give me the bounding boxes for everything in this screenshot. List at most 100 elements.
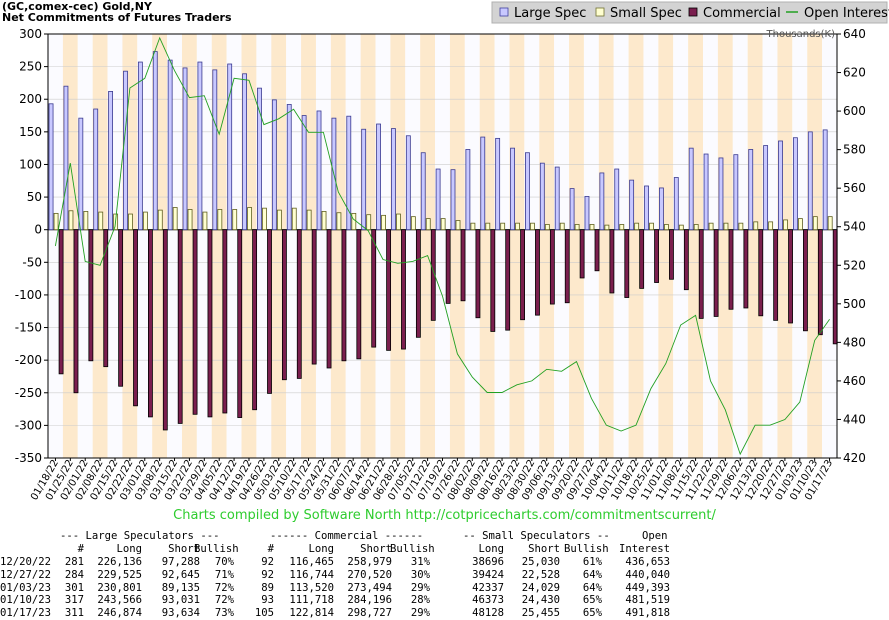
- y-left-tick-label: -250: [15, 386, 42, 400]
- bar-commercial: [564, 229, 570, 304]
- band: [777, 34, 793, 458]
- col-header-s1: Short: [168, 543, 200, 555]
- legend-swatch-large-spec: [499, 7, 509, 17]
- table-cell-b3: 61%: [582, 556, 602, 568]
- bar-commercial: [281, 229, 287, 381]
- y-right-tick-label: 640: [843, 27, 866, 41]
- col-header-b3: Bullish: [564, 543, 609, 555]
- bar-large-spec: [271, 99, 277, 231]
- band: [435, 34, 450, 458]
- units-label: Thousands(K): [766, 29, 836, 40]
- bar-small-spec: [142, 211, 148, 231]
- table-cell-date: 01/17/23: [0, 607, 52, 620]
- open-interest-series: [54, 36, 830, 456]
- bar-large-spec: [763, 145, 769, 231]
- bar-small-spec: [485, 222, 491, 231]
- bar-large-spec: [807, 131, 813, 231]
- bar-large-spec: [286, 104, 292, 231]
- table-cell-s1: 89,135: [161, 581, 200, 594]
- bar-commercial: [609, 229, 615, 294]
- bar-large-spec: [614, 168, 620, 231]
- bar-large-spec: [554, 166, 560, 231]
- bar-commercial: [788, 229, 793, 324]
- table-cell-oi: 491,818: [625, 607, 670, 620]
- bar-large-spec: [718, 157, 724, 231]
- chart-title: (GC,comex-cec) Gold,NY: [2, 0, 153, 13]
- bar-large-spec: [346, 115, 352, 231]
- bar-small-spec: [589, 224, 595, 231]
- band: [747, 34, 763, 458]
- bar-small-spec: [187, 209, 193, 231]
- bar-large-spec: [539, 162, 545, 231]
- bar-commercial: [222, 229, 228, 414]
- y-right-tick-label: 520: [843, 258, 866, 272]
- table-cell-s2: 258,979: [347, 556, 392, 568]
- bar-large-spec: [361, 128, 367, 231]
- table-cell-n1: 311: [64, 607, 84, 620]
- bar-large-spec: [301, 115, 307, 231]
- bar-commercial: [430, 229, 436, 321]
- bar-small-spec: [321, 211, 327, 231]
- bar-commercial: [669, 229, 674, 280]
- table-cell-date: 12/20/22: [0, 556, 52, 568]
- y-left-tick-label: 50: [27, 190, 42, 204]
- y-right-tick-label: 440: [843, 412, 866, 426]
- bar-commercial: [401, 229, 406, 350]
- bar-commercial: [803, 229, 808, 332]
- bar-commercial: [133, 229, 138, 407]
- legend-small-spec: Small Spec: [610, 6, 682, 21]
- hdr-commercial: ------ Commercial ------: [270, 530, 424, 542]
- table-cell-b1: 70%: [214, 556, 234, 568]
- bar-large-spec: [242, 73, 247, 231]
- band: [628, 34, 644, 458]
- y-axis-left: -350 -300 -250 -200 -150 -100 -50 0 50 100 150 200 2…: [15, 27, 48, 465]
- bar-large-spec: [435, 168, 441, 231]
- y-left-tick-label: 100: [19, 157, 42, 171]
- legend: Large Spec Small Spec Commercial Open In…: [491, 1, 889, 24]
- y-right-tick-label: 620: [843, 66, 866, 80]
- table-cell-s1: 97,288: [161, 556, 200, 568]
- bar-commercial: [326, 229, 332, 369]
- band: [524, 34, 540, 458]
- bar-small-spec: [53, 212, 59, 231]
- band: [569, 34, 584, 458]
- bar-small-spec: [291, 207, 297, 231]
- bar-commercial: [267, 229, 272, 394]
- table-cell-oi: 440,040: [625, 568, 670, 581]
- bar-commercial: [460, 229, 466, 302]
- band: [613, 34, 629, 458]
- table-cell-l1: 230,801: [97, 581, 142, 594]
- bar-commercial: [177, 229, 183, 424]
- hdr-small-spec: -- Small Speculators --: [463, 530, 610, 542]
- bar-commercial: [594, 229, 600, 272]
- bar-large-spec: [688, 147, 694, 231]
- bars: [48, 51, 838, 431]
- table-cell-l1: 243,566: [97, 594, 142, 607]
- table-cell-s1: 93,634: [161, 607, 200, 620]
- y-right-tick-label: 420: [843, 451, 866, 465]
- bar-commercial: [713, 229, 719, 317]
- hdr-large-spec: --- Large Speculators ---: [60, 530, 220, 542]
- table-cell-l3: 46373: [472, 594, 504, 607]
- y-left-tick-label: 300: [19, 27, 42, 41]
- bar-small-spec: [455, 220, 461, 231]
- y-left-tick-label: 200: [19, 92, 42, 106]
- bar-small-spec: [723, 222, 729, 231]
- table-cell-l2: 111,718: [289, 594, 334, 607]
- bar-commercial: [73, 229, 79, 394]
- bar-small-spec: [440, 218, 446, 231]
- table-cell-l3: 48128: [472, 607, 504, 620]
- bar-commercial: [475, 229, 481, 319]
- bar-commercial: [252, 229, 258, 411]
- y-right-tick-label: 580: [843, 143, 866, 157]
- bar-commercial: [728, 229, 734, 310]
- bar-small-spec: [768, 221, 774, 231]
- table-cell-b3: 65%: [582, 594, 602, 607]
- table-cell-b2: 30%: [410, 568, 430, 581]
- bar-small-spec: [619, 224, 625, 231]
- y-left-tick-label: 250: [19, 60, 42, 74]
- bar-small-spec: [515, 222, 520, 231]
- table-cell-s2: 298,727: [347, 607, 392, 620]
- bar-commercial: [698, 229, 704, 319]
- y-right-tick-label: 480: [843, 335, 866, 349]
